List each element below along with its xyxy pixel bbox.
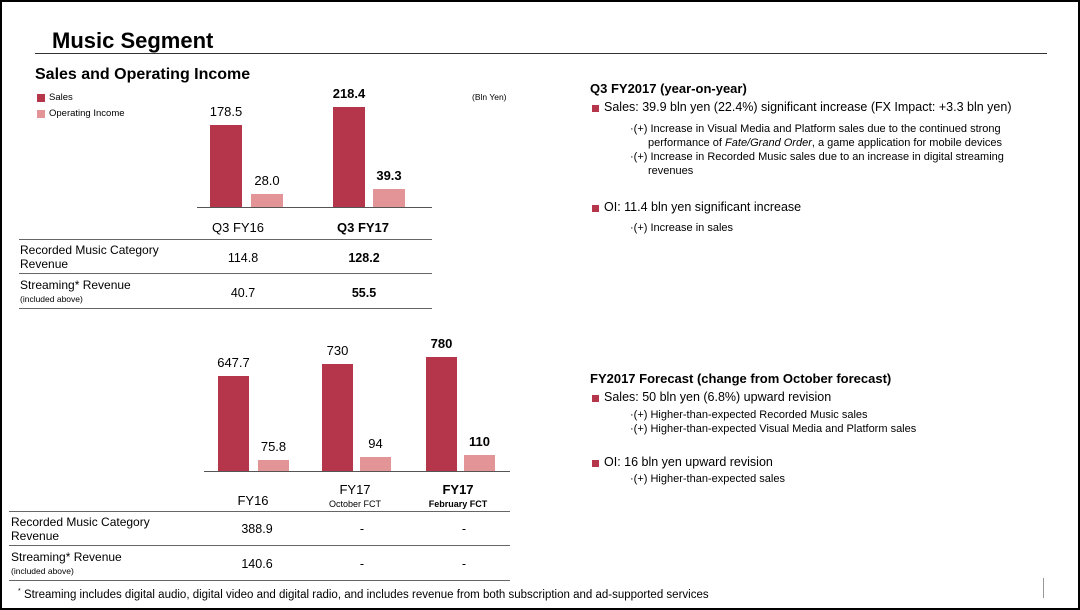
table-cell: 114.8 [227,251,259,265]
data-label-oi-fy17-oct: 94 [368,436,383,452]
row-label-line: Revenue [11,529,60,543]
table-divider [19,239,432,240]
category-label: Q3 FY17 [336,220,390,235]
bar-sales-fy17-feb [426,356,457,471]
table-row-label: Streaming* Revenue (included above) [11,550,122,578]
table-cell: 140.6 [241,557,273,571]
table-cell: 55.5 [351,286,377,300]
footnote: * Streaming includes digital audio, digi… [18,588,709,601]
table-cell: - [359,557,365,571]
detail-text: , a game application for mobile devices [811,137,1003,149]
bullet-marker [592,205,599,212]
legend-sales-label: Sales [49,92,73,103]
bar-sales-q3-fy17 [333,106,365,207]
bar-oi-fy16 [258,459,289,471]
forecast-oi-detail: ·(+) Higher-than-expected sales [630,473,785,485]
table-cell: 128.2 [348,251,380,265]
table-divider [19,273,432,274]
category-sublabel: February FCT [428,499,488,509]
forecast-sales-text: Sales: 50 bln yen (6.8%) upward revision [604,390,832,404]
detail-italic: Fate/Grand Order [725,137,812,149]
detail-line: revenues [648,165,694,177]
bullet-marker [592,460,599,467]
table-row-label: Streaming* Revenue (included above) [20,278,131,306]
forecast-oi-text: OI: 16 bln yen upward revision [604,455,773,469]
bar-sales-q3-fy16 [210,125,242,207]
detail-line: ·(+) Increase in Recorded Music sales du… [630,151,1004,163]
unit-label: (Bln Yen) [472,92,507,102]
detail-line: ·(+) Increase in Visual Media and Platfo… [630,123,1001,135]
table-row-label: Recorded Music Category Revenue [20,243,159,271]
data-label-oi-q3-fy16: 28.0 [254,173,280,189]
q3-oi-detail: ·(+) Increase in sales [630,222,734,234]
legend-oi-label: Operating Income [49,108,125,119]
category-label: FY16 [237,493,269,508]
data-label-sales-q3-fy16: 178.5 [209,104,243,119]
table-divider [9,511,510,512]
chart-forecast-baseline [204,471,510,472]
data-label-oi-q3-fy17: 39.3 [376,167,402,183]
footnote-mark: * [18,588,21,595]
table-divider [9,580,510,581]
bullet-marker [592,395,599,402]
row-label-line: Recorded Music Category [20,243,159,257]
category-label: FY17 [442,482,474,497]
legend-oi-swatch [37,110,45,118]
data-label-oi-fy17-feb: 110 [469,433,490,449]
row-label-line: Streaming* Revenue [20,278,131,292]
row-label-line: Streaming* Revenue [11,550,122,564]
bar-sales-fy16 [218,376,249,471]
legend-sales-swatch [37,94,45,102]
data-label-oi-fy16: 75.8 [260,438,287,454]
footnote-text: Streaming includes digital audio, digita… [23,588,709,601]
q3-sales-detail-1: ·(+) Increase in Visual Media and Platfo… [630,122,1004,178]
data-label-sales-q3-fy17: 218.4 [332,85,366,101]
data-label-sales-fy17-oct: 730 [326,342,349,358]
table-cell: - [461,522,467,536]
table-cell: 40.7 [230,286,256,300]
table-row-label: Recorded Music Category Revenue [11,515,150,543]
row-label-sub: (included above) [11,566,74,576]
table-cell: - [359,522,365,536]
forecast-heading: FY2017 Forecast (change from October for… [590,371,892,386]
detail-text: performance of [648,137,726,149]
q3-heading: Q3 FY2017 (year-on-year) [590,81,747,96]
bar-oi-q3-fy17 [373,188,405,207]
bullet-marker [592,105,599,112]
category-label: FY17 [339,482,371,497]
row-label-sub: (included above) [20,294,83,304]
page-title: Music Segment [52,28,214,53]
bar-oi-q3-fy16 [251,194,283,207]
detail-line: ·(+) Higher-than-expected Visual Media a… [630,423,917,435]
category-label: Q3 FY16 [211,220,265,235]
bar-oi-fy17-feb [464,454,495,471]
table-cell: - [461,557,467,571]
data-label-sales-fy16: 647.7 [217,355,250,370]
row-label-line: Recorded Music Category [11,515,150,529]
forecast-sales-detail: ·(+) Higher-than-expected Recorded Music… [630,408,916,436]
table-divider [19,308,432,309]
page-marker [1043,578,1044,598]
category-sublabel: October FCT [328,499,381,509]
table-cell: 388.9 [241,522,273,536]
table-divider [9,545,510,546]
bar-oi-fy17-oct [360,457,391,471]
bar-sales-fy17-oct [322,363,353,471]
q3-oi-text: OI: 11.4 bln yen significant increase [604,200,802,214]
detail-line: ·(+) Higher-than-expected Recorded Music… [630,409,868,421]
data-label-sales-fy17-feb: 780 [430,335,453,351]
detail-line: performance of Fate/Grand Order, a game … [630,136,1004,150]
q3-sales-text: Sales: 39.9 bln yen (22.4%) significant … [604,100,1012,114]
title-divider [35,53,1047,54]
section-subtitle: Sales and Operating Income [35,66,251,83]
row-label-line: Revenue [20,257,69,271]
chart-q3-baseline [197,207,432,208]
